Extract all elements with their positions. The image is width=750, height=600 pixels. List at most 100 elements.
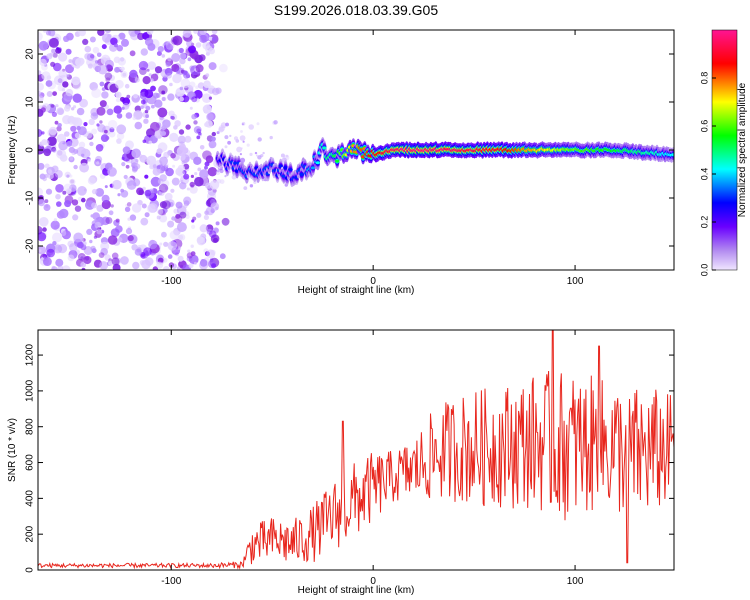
noise-speckle bbox=[53, 244, 63, 254]
noise-speckle bbox=[179, 57, 186, 65]
noise-speckle bbox=[189, 106, 193, 110]
noise-speckle bbox=[38, 90, 41, 96]
noise-speckle bbox=[126, 94, 131, 99]
noise-speckle bbox=[110, 204, 114, 208]
noise-speckle bbox=[146, 68, 150, 72]
noise-speckle bbox=[205, 51, 210, 56]
noise-speckle bbox=[128, 30, 138, 37]
noise-speckle bbox=[132, 165, 139, 172]
noise-speckle bbox=[142, 76, 151, 85]
noise-speckle bbox=[285, 154, 289, 158]
noise-speckle bbox=[50, 104, 55, 108]
noise-speckle bbox=[184, 135, 192, 143]
noise-speckle bbox=[92, 46, 100, 54]
noise-speckle bbox=[161, 125, 167, 130]
noise-speckle bbox=[46, 91, 53, 97]
noise-speckle bbox=[79, 255, 84, 260]
noise-speckle bbox=[68, 59, 73, 64]
noise-speckle bbox=[166, 72, 172, 79]
noise-speckle bbox=[38, 187, 43, 197]
noise-speckle bbox=[220, 122, 227, 129]
noise-speckle bbox=[162, 257, 168, 263]
noise-speckle bbox=[130, 30, 140, 41]
snr-ytick-label: 400 bbox=[25, 490, 36, 507]
noise-speckle bbox=[63, 105, 71, 112]
noise-speckle bbox=[114, 66, 120, 73]
noise-speckle bbox=[62, 35, 70, 42]
noise-speckle bbox=[193, 261, 197, 265]
noise-speckle bbox=[141, 203, 147, 209]
noise-speckle bbox=[72, 93, 83, 103]
noise-speckle bbox=[58, 140, 68, 151]
noise-speckle bbox=[65, 64, 74, 74]
colorbar-axes: 0.0 0.2 0.4 0.6 0.8 bbox=[699, 72, 716, 276]
noise-speckle bbox=[236, 146, 243, 153]
noise-speckle bbox=[203, 80, 211, 88]
noise-speckle bbox=[218, 126, 224, 133]
noise-speckle bbox=[108, 210, 114, 216]
noise-speckle bbox=[149, 164, 154, 170]
noise-speckle bbox=[39, 217, 49, 227]
noise-speckle bbox=[231, 174, 237, 180]
noise-speckle bbox=[66, 140, 73, 147]
noise-speckle bbox=[72, 214, 79, 221]
noise-speckle bbox=[159, 174, 167, 182]
noise-speckle bbox=[83, 255, 92, 265]
noise-speckle bbox=[178, 47, 184, 54]
ridge-cell bbox=[281, 174, 287, 178]
ridge-cell bbox=[671, 153, 674, 157]
noise-speckle bbox=[170, 115, 174, 120]
noise-speckle bbox=[158, 85, 168, 95]
noise-speckle bbox=[157, 107, 168, 118]
noise-speckle bbox=[65, 188, 72, 195]
noise-speckle bbox=[194, 172, 198, 176]
noise-speckle bbox=[195, 42, 202, 48]
noise-speckle bbox=[161, 96, 167, 102]
noise-speckle bbox=[106, 64, 113, 72]
noise-speckle bbox=[116, 132, 125, 140]
noise-speckle bbox=[67, 115, 75, 123]
noise-speckle bbox=[167, 220, 175, 228]
noise-speckle bbox=[39, 58, 47, 67]
noise-speckle bbox=[204, 210, 209, 215]
noise-speckle bbox=[211, 263, 217, 269]
noise-speckle bbox=[195, 85, 199, 90]
noise-speckle bbox=[181, 160, 186, 165]
noise-speckle bbox=[104, 30, 111, 34]
noise-speckle bbox=[67, 254, 75, 262]
noise-speckle bbox=[120, 66, 125, 72]
noise-speckle bbox=[185, 214, 190, 219]
noise-speckle bbox=[38, 82, 44, 91]
noise-speckle bbox=[175, 213, 181, 219]
noise-speckle bbox=[254, 151, 258, 155]
noise-speckle bbox=[140, 253, 146, 259]
noise-speckle bbox=[88, 118, 95, 126]
noise-speckle bbox=[155, 93, 161, 98]
noise-speckle bbox=[165, 61, 171, 67]
noise-speckle bbox=[73, 232, 84, 243]
noise-speckle bbox=[95, 144, 104, 152]
noise-speckle bbox=[207, 167, 218, 177]
noise-speckle bbox=[110, 37, 118, 46]
noise-speckle bbox=[45, 80, 53, 87]
noise-speckle bbox=[69, 243, 78, 252]
noise-speckle bbox=[148, 239, 158, 250]
noise-speckle bbox=[178, 234, 186, 241]
noise-speckle bbox=[64, 200, 72, 208]
noise-speckle bbox=[164, 192, 173, 201]
noise-speckle bbox=[55, 246, 61, 252]
noise-speckle bbox=[58, 69, 67, 78]
noise-speckle bbox=[150, 176, 161, 187]
snr-series-line bbox=[38, 330, 674, 570]
noise-speckle bbox=[249, 184, 254, 188]
snr-ytick-label: 800 bbox=[25, 418, 36, 435]
noise-speckle bbox=[199, 34, 208, 43]
noise-speckle bbox=[139, 154, 148, 163]
noise-speckle bbox=[80, 256, 84, 260]
noise-speckle bbox=[87, 158, 91, 163]
noise-speckle bbox=[42, 253, 48, 259]
noise-speckle bbox=[134, 30, 141, 35]
noise-speckle bbox=[76, 107, 85, 116]
noise-speckle bbox=[185, 124, 191, 130]
noise-speckle bbox=[62, 68, 66, 72]
